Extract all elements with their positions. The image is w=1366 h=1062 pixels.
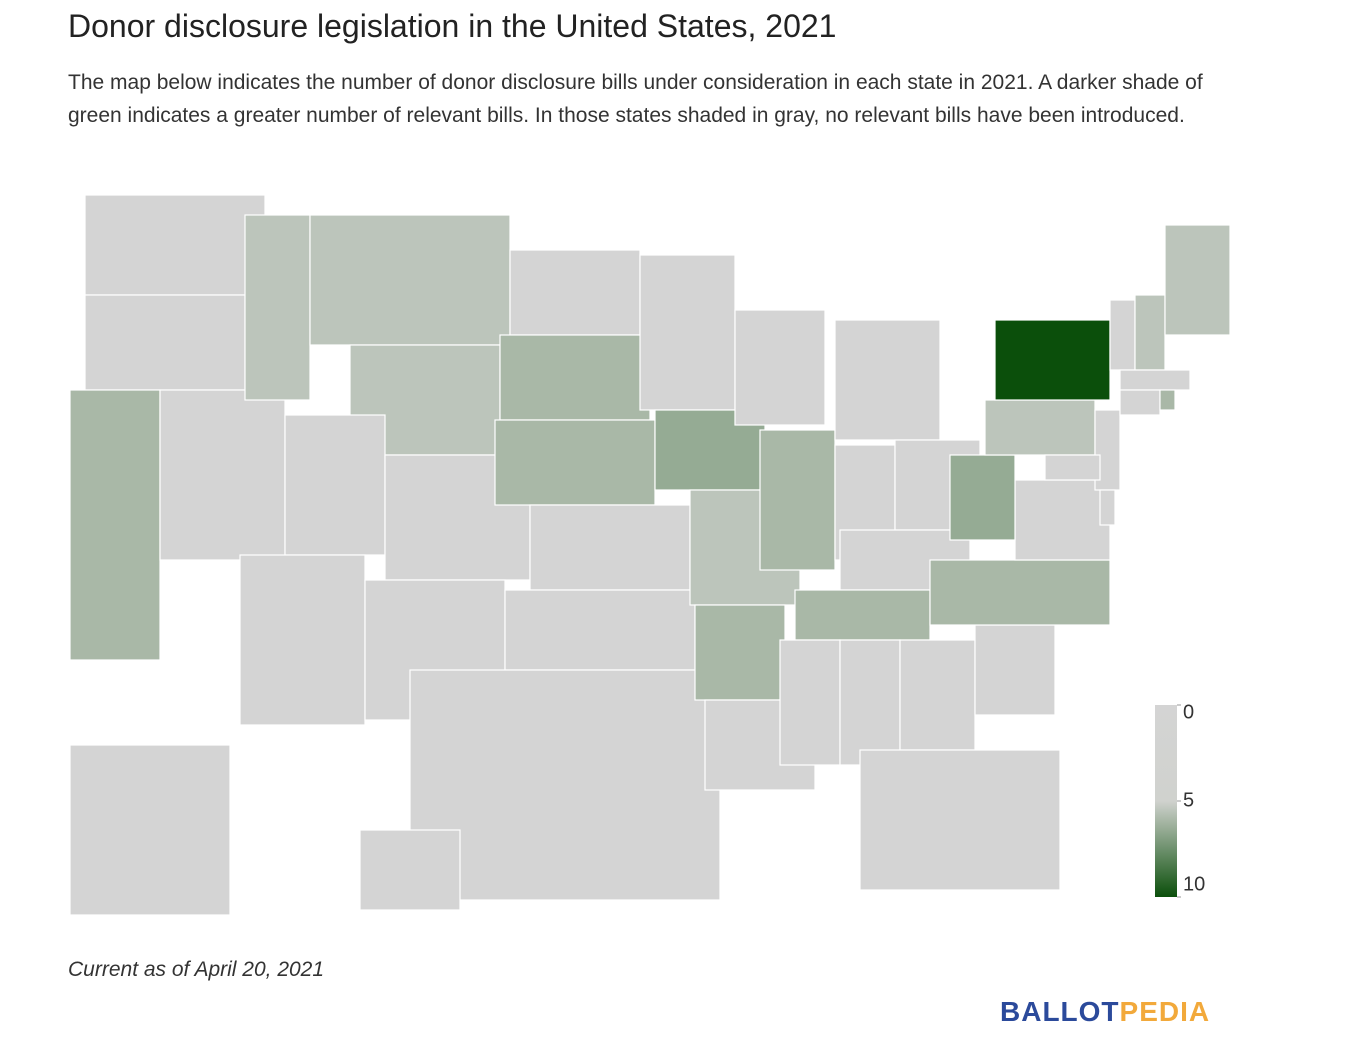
- legend-bar: [1155, 705, 1177, 897]
- state: [84, 194, 266, 296]
- state: [859, 749, 1061, 891]
- state: [639, 254, 736, 411]
- state: [69, 744, 231, 916]
- state: [159, 389, 286, 561]
- state: [1014, 479, 1111, 561]
- state: [759, 429, 836, 571]
- state: [84, 294, 246, 391]
- state: [694, 604, 786, 701]
- state: [244, 214, 311, 401]
- legend-label: 0: [1183, 701, 1194, 723]
- state: [794, 589, 931, 641]
- state: [494, 419, 656, 506]
- state: [1119, 369, 1191, 391]
- state: [974, 624, 1056, 716]
- state: [504, 589, 696, 671]
- legend-label: 5: [1183, 789, 1194, 811]
- state: [834, 319, 941, 441]
- state: [734, 309, 826, 426]
- state: [309, 214, 511, 346]
- state: [529, 504, 691, 591]
- state: [1119, 389, 1161, 416]
- state: [1159, 389, 1176, 411]
- state: [239, 554, 366, 726]
- state: [284, 414, 386, 556]
- logo: BALLOTPEDIA: [1000, 996, 1210, 1028]
- state: [1164, 224, 1231, 336]
- state: [509, 249, 641, 336]
- state: [984, 399, 1096, 456]
- state: [929, 559, 1111, 626]
- title: Donor disclosure legislation in the Unit…: [68, 8, 837, 44]
- state: [1099, 489, 1116, 526]
- state: [779, 639, 841, 766]
- state: [1109, 299, 1136, 371]
- logo-part: PEDIA: [1119, 996, 1211, 1027]
- state: [359, 829, 461, 911]
- note: Current as of April 20, 2021: [68, 958, 325, 981]
- state: [949, 454, 1016, 541]
- logo-part: BALLOT: [1000, 996, 1120, 1027]
- state: [1044, 454, 1101, 481]
- state: [499, 334, 651, 421]
- state: [994, 319, 1111, 401]
- subtitle: The map below indicates the number of do…: [68, 71, 1203, 127]
- state: [69, 389, 161, 661]
- legend-label: 10: [1183, 873, 1205, 895]
- state: [899, 639, 976, 751]
- state: [839, 639, 901, 766]
- state: [1134, 294, 1166, 371]
